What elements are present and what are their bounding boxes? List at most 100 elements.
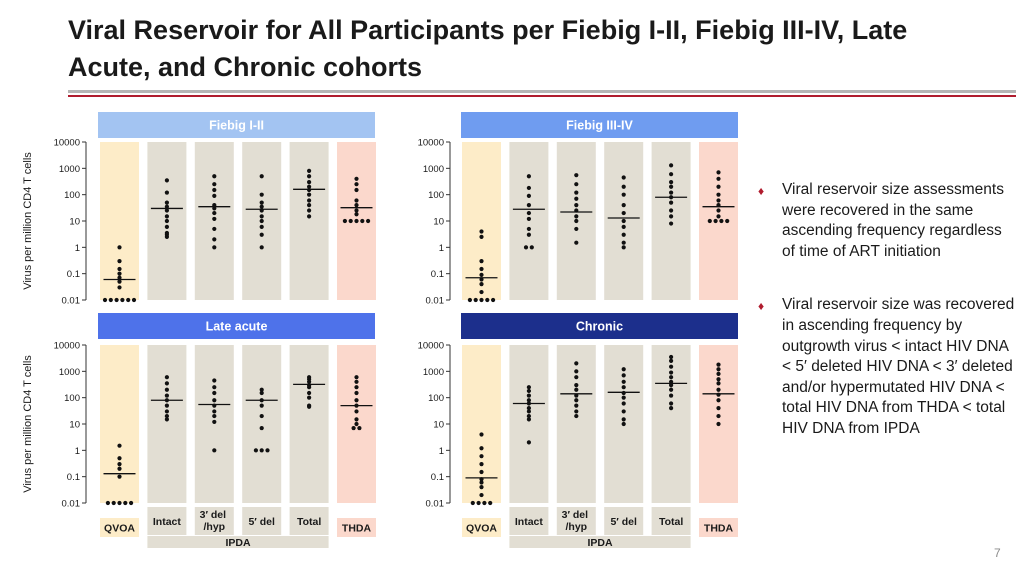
fiebig-iii-iv-data-point	[491, 297, 496, 303]
late-acute-data-point	[164, 381, 169, 386]
fiebig-iii-iv-y-tick-label: 10	[433, 217, 444, 228]
slide-title: Viral Reservoir for All Participants per…	[68, 15, 908, 82]
fiebig-iii-iv-data-point	[725, 218, 730, 224]
fiebig-i-ii-data-point	[366, 218, 371, 224]
fiebig-iii-iv-data-point	[716, 184, 721, 189]
fiebig-i-ii-data-point	[212, 245, 217, 250]
fiebig-i-ii-data-point	[307, 192, 312, 197]
chronic-data-point	[470, 500, 475, 506]
late-acute-data-point	[354, 398, 359, 403]
fiebig-iii-iv-data-point	[621, 240, 626, 245]
late-acute-data-point	[164, 413, 169, 419]
chronic-data-point	[669, 401, 674, 406]
chronic-data-point	[669, 387, 674, 392]
chronic-data-point	[621, 379, 626, 384]
late-acute-data-point	[212, 448, 217, 453]
fiebig-iii-iv-data-point	[526, 203, 532, 208]
chronic-data-point	[479, 480, 484, 485]
fiebig-iii-iv-y-tick-label: 0.1	[431, 269, 444, 280]
fiebig-iii-iv-data-point	[479, 272, 484, 277]
fiebig-i-ii-data-point	[307, 208, 312, 213]
fiebig-i-ii-data-point	[164, 218, 169, 224]
fiebig-i-ii-y-tick-label: 10	[69, 217, 80, 228]
fiebig-iii-iv-data-point	[526, 210, 532, 216]
fiebig-i-ii-data-point	[164, 204, 169, 209]
fiebig-i-ii-data-point	[354, 198, 359, 203]
late-acute-category-label: 5′ del	[248, 516, 275, 528]
late-acute-y-tick-label: 1000	[59, 367, 80, 378]
fiebig-iii-iv-data-point	[479, 282, 484, 287]
late-acute-data-point	[307, 395, 312, 400]
chronic-data-point	[716, 381, 721, 386]
fiebig-i-ii-data-point	[117, 266, 122, 272]
fiebig-i-ii-data-point	[307, 198, 312, 203]
late-acute-data-point	[212, 385, 217, 390]
fiebig-i-ii-data-point	[259, 192, 264, 197]
chronic-data-point	[621, 401, 626, 406]
fiebig-i-ii-data-point	[212, 182, 217, 187]
fiebig-i-ii-data-point	[307, 214, 312, 219]
chronic-data-point	[621, 385, 626, 390]
fiebig-iii-iv-data-point	[479, 229, 484, 234]
fiebig-i-ii-data-point	[342, 218, 347, 224]
chronic-label-box-total	[651, 507, 691, 535]
late-acute-column-qvoa	[100, 345, 139, 503]
fiebig-iii-iv-data-point	[574, 182, 579, 187]
fiebig-iii-iv-data-point	[669, 200, 674, 205]
chronic-data-point	[669, 406, 674, 411]
fiebig-iii-iv-data-point	[669, 172, 674, 177]
fiebig-iii-iv-data-point	[719, 218, 724, 224]
fiebig-iii-iv-data-point	[716, 208, 721, 213]
fiebig-i-ii-y-tick-label: 0.1	[67, 269, 80, 280]
late-acute-data-point	[307, 375, 312, 380]
fiebig-i-ii-data-point	[259, 232, 264, 237]
chronic-data-point	[574, 413, 579, 419]
late-acute-category-label: 3′ del /hyp	[200, 509, 229, 533]
chronic-data-point	[716, 387, 721, 392]
fiebig-iii-iv-data-point	[526, 193, 532, 198]
fiebig-i-ii-data-point	[117, 271, 122, 276]
fiebig-i-ii-data-point	[212, 216, 217, 222]
fiebig-iii-iv-data-point	[526, 216, 532, 222]
chronic-data-point	[526, 406, 532, 411]
late-acute-label-box-qvoa	[100, 518, 139, 537]
late-acute-data-point	[259, 448, 264, 453]
chronic-data-point	[574, 398, 579, 403]
fiebig-iii-iv-data-point	[716, 170, 721, 175]
fiebig-iii-iv-data-point	[574, 214, 579, 219]
fiebig-iii-iv-data-point	[621, 175, 626, 180]
late-acute-header	[98, 313, 375, 339]
chronic-category-label: 5′ del	[610, 516, 637, 528]
fiebig-iii-iv-data-point	[479, 234, 484, 239]
late-acute-category-label: Total	[297, 516, 321, 528]
chronic-data-point	[574, 403, 579, 408]
late-acute-y-tick-label: 0.01	[62, 499, 81, 510]
fiebig-i-ii-y-tick-label: 0.01	[62, 296, 81, 307]
fiebig-i-ii-data-point	[259, 218, 264, 224]
fiebig-iii-iv-data-point	[574, 203, 579, 208]
chronic-y-tick-label: 0.1	[431, 472, 444, 483]
page-number: 7	[994, 546, 1001, 560]
chronic-y-tick-label: 10000	[418, 341, 444, 352]
late-acute-y-tick-label: 0.1	[67, 472, 80, 483]
late-acute-data-point	[164, 393, 169, 398]
fiebig-iii-iv-data-point	[523, 245, 529, 250]
late-acute-data-point	[212, 378, 217, 383]
title-rule-gray	[68, 90, 1016, 93]
late-acute-data-point	[164, 409, 169, 414]
chronic-data-point	[526, 417, 532, 422]
fiebig-i-ii-y-tick-label: 1000	[59, 164, 80, 175]
late-acute-label-box-3-del-hyp	[194, 507, 234, 535]
fiebig-iii-iv-data-point	[479, 277, 484, 282]
chronic-data-point	[574, 361, 579, 366]
late-acute-y-tick-label: 10000	[54, 341, 80, 352]
late-acute-data-point	[117, 466, 122, 471]
fiebig-iii-iv-data-point	[707, 218, 712, 224]
fiebig-i-ii-data-point	[212, 174, 217, 179]
chronic-y-tick-label: 0.01	[426, 499, 445, 510]
fiebig-iii-iv-data-point	[716, 176, 721, 181]
fiebig-iii-iv-data-point	[669, 190, 674, 195]
chronic-category-label: Total	[659, 516, 683, 528]
fiebig-i-ii-data-point	[117, 279, 122, 284]
late-acute-data-point	[117, 500, 122, 506]
